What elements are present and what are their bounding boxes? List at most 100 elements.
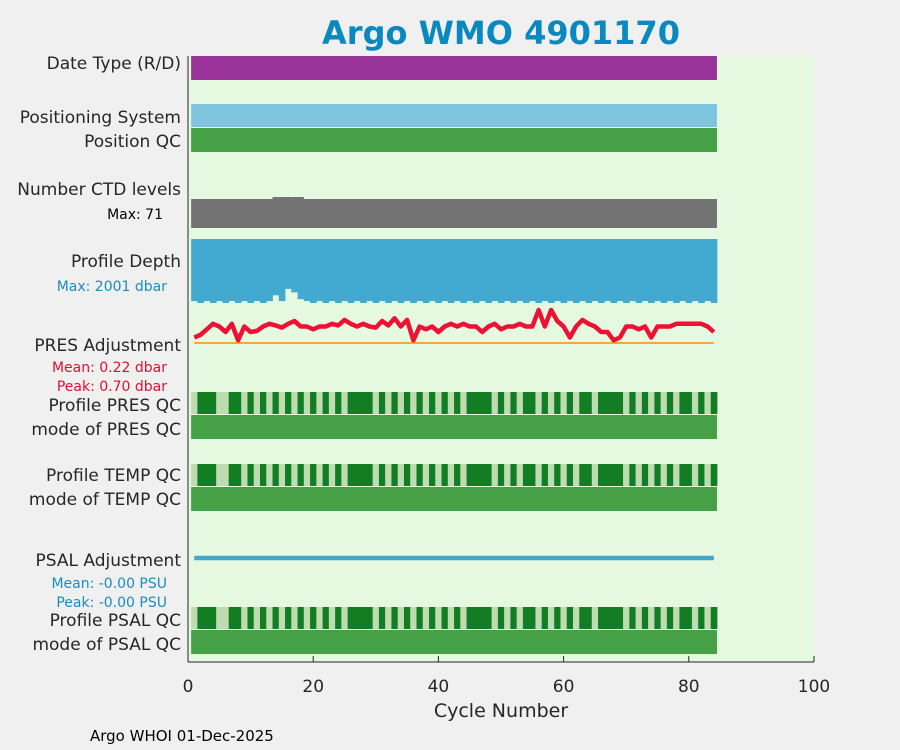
temp-profile-qc-cell <box>654 464 662 486</box>
pres-profile-qc-cell <box>522 392 530 414</box>
profile-depth-bar <box>466 239 474 302</box>
pres-profile-qc-cell <box>629 392 636 414</box>
psal-profile-qc-cell <box>510 607 518 629</box>
profile-depth-bar <box>504 239 511 302</box>
pres-profile-qc-cell <box>366 392 374 414</box>
profile-depth-bar <box>410 239 417 303</box>
temp-profile-qc-cell <box>629 464 636 486</box>
ctd-levels-cycle-mark <box>272 197 279 199</box>
psal-profile-qc-cell <box>378 607 386 629</box>
label-position-qc: Position QC <box>84 132 181 152</box>
psal-profile-qc-cell <box>422 607 430 629</box>
psal-profile-qc-cell <box>623 607 630 629</box>
psal-profile-qc-cell <box>347 607 355 629</box>
profile-depth-bar <box>454 239 461 302</box>
temp-profile-qc-cell <box>635 464 643 486</box>
psal-profile-qc-cell <box>698 607 705 629</box>
temp-profile-qc-cell <box>197 464 205 486</box>
profile-depth-bar <box>259 239 267 303</box>
profile-depth-bar <box>422 239 430 303</box>
temp-profile-qc-cell <box>335 464 342 486</box>
pres-profile-qc-cell <box>479 392 486 414</box>
profile-depth-bar <box>497 239 505 303</box>
temp-profile-qc-cell <box>547 464 555 486</box>
psal-profile-qc-cell <box>247 607 255 629</box>
profile-depth-bar <box>278 239 286 302</box>
temp-profile-qc-cell <box>616 464 624 486</box>
profile-depth-bar <box>572 239 580 303</box>
psal-qc-row <box>191 607 718 654</box>
profile-depth-bar <box>310 239 317 303</box>
profile-depth-bar <box>378 239 386 302</box>
profile-depth-bar <box>673 239 680 303</box>
profile-depth-bar <box>616 239 624 302</box>
temp-profile-qc-cell <box>253 464 261 486</box>
psal-profile-qc-cell <box>660 607 668 629</box>
temp-qc-row <box>191 464 718 511</box>
psal-profile-qc-cell <box>341 607 349 629</box>
temp-profile-qc-cell <box>598 464 605 486</box>
profile-depth-bar <box>479 239 486 302</box>
temp-profile-qc-cell <box>554 464 561 486</box>
pres-profile-qc-cell <box>435 392 442 414</box>
x-tick-label: 40 <box>428 677 450 697</box>
psal-profile-qc-cell <box>460 607 467 629</box>
ctd-max-note: Max: 71 <box>107 207 163 223</box>
temp-profile-qc-cell <box>297 464 305 486</box>
psal-profile-qc-cell <box>403 607 411 629</box>
x-tick-label: 60 <box>553 677 575 697</box>
pres-profile-qc-cell <box>347 392 355 414</box>
psal-profile-qc-cell <box>691 607 699 629</box>
pres-profile-qc-cell <box>234 392 242 414</box>
psal-profile-qc-cell <box>366 607 374 629</box>
temp-profile-qc-cell <box>623 464 630 486</box>
temp-profile-qc-cell <box>535 464 543 486</box>
pres-profile-qc-cell <box>353 392 361 414</box>
pres-profile-qc-cell <box>679 392 687 414</box>
pres-profile-qc-cell <box>572 392 580 414</box>
psal-profile-qc-cell <box>360 607 367 629</box>
temp-profile-qc-cell <box>403 464 411 486</box>
psal-profile-qc-cell <box>541 607 549 629</box>
profile-depth-bar <box>322 239 330 303</box>
psal-profile-qc-cell <box>504 607 511 629</box>
temp-profile-qc-cell <box>222 464 230 486</box>
profile-depth-bar <box>416 239 424 302</box>
pres-profile-qc-cell <box>698 392 705 414</box>
profile-depth-bar <box>641 239 649 302</box>
pres-profile-qc-cell <box>560 392 568 414</box>
temp-profile-qc-cell <box>259 464 267 486</box>
date-type-bar <box>191 56 717 80</box>
pres-profile-qc-cell <box>673 392 680 414</box>
positioning-row <box>191 104 717 152</box>
profile-depth-bar <box>247 239 255 303</box>
psal-profile-qc-cell <box>547 607 555 629</box>
pres-profile-qc-cell <box>416 392 424 414</box>
profile-depth-bar <box>704 239 712 302</box>
profile-depth-bar <box>472 239 480 303</box>
ctd-levels-cycle-mark <box>278 197 286 199</box>
pres-profile-qc-cell <box>604 392 611 414</box>
temp-profile-qc-cell <box>591 464 599 486</box>
profile-depth-bar <box>541 239 549 302</box>
temp-profile-qc-cell <box>203 464 211 486</box>
temp-profile-qc-cell <box>372 464 380 486</box>
profile-depth-bar <box>685 239 693 303</box>
label-psal-adjustment: PSAL Adjustment <box>36 551 182 571</box>
psal-profile-qc-cell <box>447 607 455 629</box>
psal-profile-qc-cell <box>228 607 236 629</box>
psal-profile-qc-cell <box>710 607 718 629</box>
depth-max-note: Max: 2001 dbar <box>57 279 168 295</box>
pres-profile-qc-cell <box>216 392 223 414</box>
pres-profile-qc-cell <box>322 392 330 414</box>
profile-depth-bar <box>209 239 217 303</box>
profile-depth-bar <box>347 239 355 303</box>
profile-depth-bar <box>353 239 361 302</box>
pres-profile-qc-cell <box>278 392 286 414</box>
temp-profile-qc-cell <box>266 464 273 486</box>
psal-profile-qc-cell <box>328 607 336 629</box>
temp-profile-qc-cell <box>310 464 317 486</box>
pres-profile-qc-cell <box>454 392 461 414</box>
profile-depth-bar <box>710 239 718 303</box>
pres-profile-qc-cell <box>303 392 311 414</box>
